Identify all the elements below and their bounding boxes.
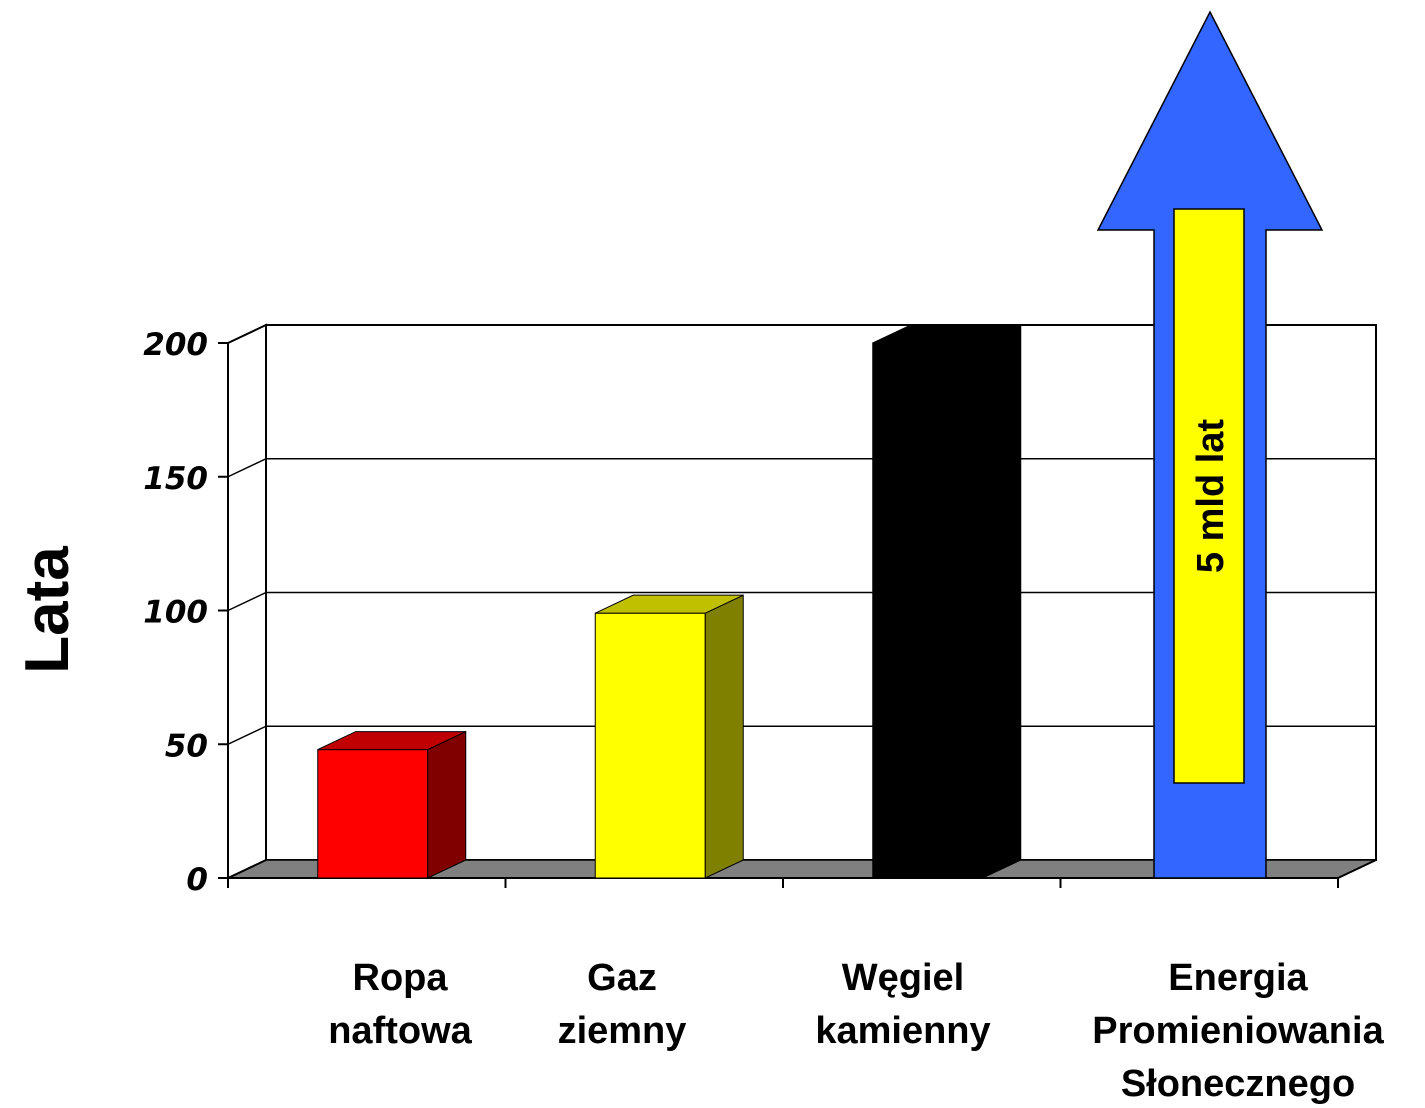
bar-top bbox=[317, 731, 466, 751]
bar-side bbox=[427, 730, 467, 879]
y-tick-label: 200 bbox=[143, 327, 208, 363]
x-category-label: Ropa naftowa bbox=[328, 957, 472, 1052]
grid-line-side bbox=[227, 725, 267, 745]
bar-0 bbox=[317, 730, 467, 879]
x-category-labels: Ropa naftowa Gaz ziemny Węgiel kamienny Energi… bbox=[328, 957, 1384, 1105]
x-category-label-line: ziemny bbox=[558, 1010, 687, 1052]
arrow-mark: 5 mld lat bbox=[1096, 10, 1324, 879]
bar-top bbox=[872, 324, 1021, 344]
grid-line-side bbox=[227, 324, 267, 344]
x-axis-end bbox=[1337, 859, 1377, 879]
y-tick-label: 100 bbox=[143, 595, 208, 631]
x-category-label: Energia Promieniowania Słonecznego bbox=[1092, 957, 1384, 1105]
x-category-label-line: naftowa bbox=[328, 1010, 472, 1052]
arrow-inner-bar bbox=[1173, 208, 1245, 784]
x-category-label: Gaz ziemny bbox=[558, 957, 687, 1052]
x-category-label: Węgiel kamienny bbox=[815, 957, 990, 1052]
x-category-label-line: Energia bbox=[1168, 957, 1308, 999]
grid-line-side bbox=[227, 458, 267, 478]
y-tick-label: 150 bbox=[143, 461, 208, 497]
bar-front bbox=[872, 342, 984, 879]
grid-line-side bbox=[227, 591, 267, 612]
x-category-label-line: Słonecznego bbox=[1121, 1063, 1355, 1105]
x-category-label-line: Węgiel bbox=[842, 957, 964, 999]
bar-front bbox=[317, 749, 429, 879]
bar-top bbox=[595, 594, 744, 614]
y-tick-label: 0 bbox=[186, 862, 208, 898]
bar-2 bbox=[872, 324, 1022, 879]
y-tick-label: 50 bbox=[165, 728, 208, 764]
bar-side bbox=[704, 594, 744, 879]
arrow-label: 5 mld lat bbox=[1190, 419, 1232, 573]
x-category-label-line: Gaz bbox=[587, 957, 657, 999]
bar-front bbox=[594, 612, 706, 879]
x-category-label-line: Ropa bbox=[353, 957, 449, 999]
bars bbox=[317, 324, 1022, 879]
bar-1 bbox=[594, 594, 744, 879]
y-tick-labels: 0 50 100 150 200 bbox=[143, 327, 1339, 898]
bar-side bbox=[982, 324, 1022, 879]
x-category-label-line: Promieniowania bbox=[1092, 1010, 1384, 1052]
x-category-label-line: kamienny bbox=[815, 1010, 990, 1052]
y-axis-label: Lata bbox=[13, 546, 82, 674]
